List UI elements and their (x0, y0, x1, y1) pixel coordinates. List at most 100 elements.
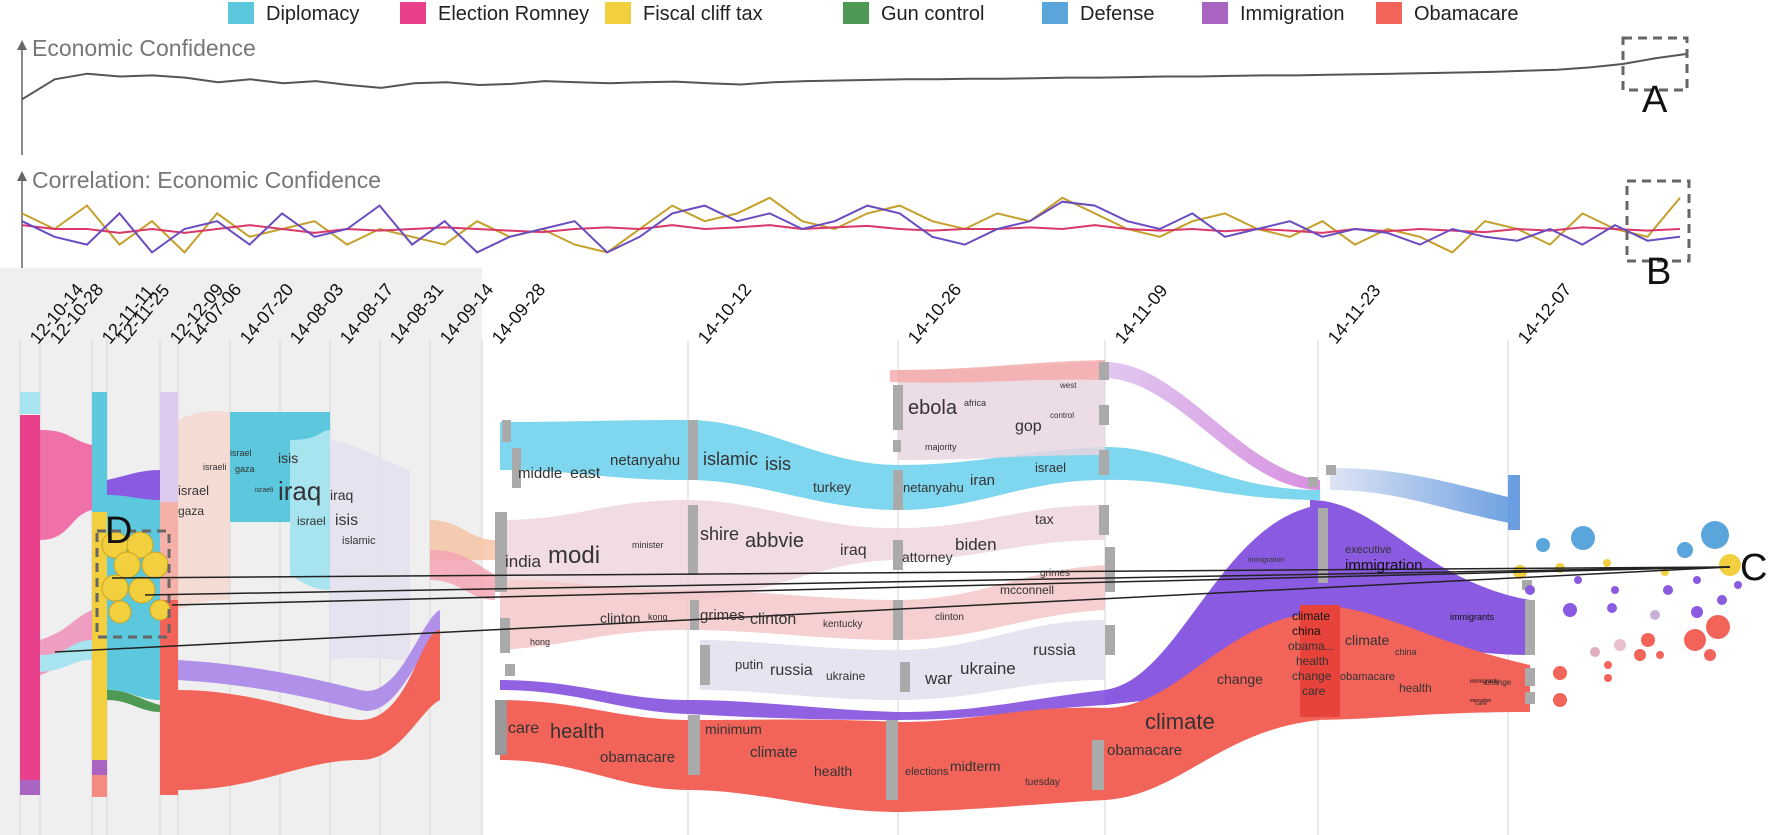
keyword-label: netanyahu (610, 452, 680, 469)
node-markers (495, 362, 1535, 800)
keyword-label: climate (1345, 632, 1390, 648)
legend-swatch (843, 2, 869, 24)
keyword-label: grimes (1040, 568, 1070, 579)
dot (1641, 633, 1655, 647)
economic-confidence-line (21, 52, 1689, 101)
legend-label[interactable]: Gun control (881, 3, 984, 25)
dot (1691, 606, 1703, 618)
keyword-label: putin (735, 657, 763, 672)
stream-diplomacy-bar (92, 392, 107, 512)
keyword-label: war (924, 669, 953, 688)
keyword-label: change (1485, 678, 1512, 687)
legend-label[interactable]: Immigration (1240, 3, 1344, 25)
keyword-label: grimes (700, 607, 745, 624)
node-marker (1525, 600, 1535, 655)
keyword-label: biden (955, 535, 997, 554)
annotation-d: D (105, 510, 132, 552)
stream-light-diplomacy-left (40, 640, 92, 672)
dot (128, 576, 156, 604)
stream-diplomacy-main (500, 420, 1320, 510)
node-marker (690, 600, 699, 630)
date-tick-label: 14-09-28 (488, 280, 550, 348)
keyword-label: executive (1345, 544, 1391, 556)
keyword-label: china (1395, 647, 1417, 657)
node-marker (688, 420, 698, 480)
annotation-d-box (95, 529, 171, 639)
stream-purple-trail (178, 610, 440, 711)
stream-romney-foot (20, 780, 40, 795)
economic-confidence-panel: Economic Confidence A (17, 35, 1689, 155)
legend-swatch (228, 2, 254, 24)
date-tick-label: 14-10-12 (694, 280, 756, 348)
keyword-label: hong (530, 637, 550, 647)
legend-label[interactable]: Fiscal cliff tax (643, 3, 763, 25)
keyword-label: ebola (908, 397, 958, 419)
dot (1634, 649, 1646, 661)
keyword-label: care (1475, 701, 1487, 707)
dot (101, 574, 129, 602)
keyword-label: india (505, 552, 541, 571)
keyword-label: change (1292, 669, 1332, 683)
stream-immigration-foot (92, 760, 107, 775)
dot (1607, 603, 1617, 613)
keyword-label: netanyahu (903, 480, 964, 495)
annotation-b-box (1625, 179, 1691, 263)
node-marker (1099, 405, 1109, 425)
stream-defense-exit (1330, 468, 1520, 525)
stream-obamacare-node-1123 (1300, 605, 1340, 717)
node-marker (893, 440, 901, 452)
correlation-y-axis-arrow (17, 171, 27, 181)
date-tick-label: 14-12-07 (1514, 280, 1576, 348)
legend-label[interactable]: Diplomacy (266, 3, 359, 25)
dot (1656, 651, 1664, 659)
dot (1553, 666, 1567, 680)
keyword-label: tuesday (1025, 777, 1060, 788)
legend-label[interactable]: Defense (1080, 3, 1155, 25)
dot (1604, 661, 1612, 669)
keyword-label: israel (178, 483, 209, 498)
annotation-a: A (1642, 79, 1668, 121)
dot (113, 551, 141, 579)
date-tick-label: 14-10-26 (904, 280, 966, 348)
keyword-label: obamacare (1107, 742, 1182, 759)
keyword-label: obama... (1288, 639, 1335, 653)
node-marker (893, 600, 903, 640)
keyword-label: midterm (950, 758, 1001, 774)
node-marker (1522, 580, 1532, 590)
keyword-label: change (1217, 671, 1263, 687)
projection-dots (1513, 521, 1742, 707)
keyword-label: gaza (235, 464, 255, 474)
annotation-d-cluster: D (95, 510, 171, 639)
stream-obamacare-flow-left (178, 630, 440, 790)
keyword-label: health (550, 721, 605, 743)
dot (1701, 521, 1729, 549)
legend-swatch (400, 2, 426, 24)
keyword-label: immigration (1248, 557, 1284, 564)
keyword-label: israeli (255, 487, 274, 494)
keyword-label: china (1292, 624, 1321, 638)
keyword-label: israel (297, 514, 326, 528)
keyword-label: clinton (750, 611, 796, 628)
stream-immigration-mid (107, 470, 160, 500)
stream-salmon-top (890, 360, 1105, 383)
connection-line (54, 566, 1731, 653)
node-marker (1099, 505, 1109, 535)
keyword-label: clinton (600, 610, 640, 626)
legend-label[interactable]: Election Romney (438, 3, 589, 25)
dot (149, 599, 171, 621)
dot (1693, 576, 1701, 584)
node-marker (1308, 477, 1318, 487)
stream-romney-bar (20, 415, 40, 790)
keyword-label: israel (1035, 460, 1066, 475)
node-marker (893, 470, 903, 510)
dot (1563, 603, 1577, 617)
stream-lavender-trail (330, 440, 410, 660)
dot (1614, 639, 1626, 651)
stream-obamacare-right (1310, 605, 1530, 720)
keyword-label: climate (750, 744, 798, 761)
legend-label[interactable]: Obamacare (1414, 3, 1519, 25)
node-marker (893, 540, 903, 570)
keyword-label: mcconnell (1000, 583, 1054, 597)
streams: D C (20, 360, 1767, 812)
